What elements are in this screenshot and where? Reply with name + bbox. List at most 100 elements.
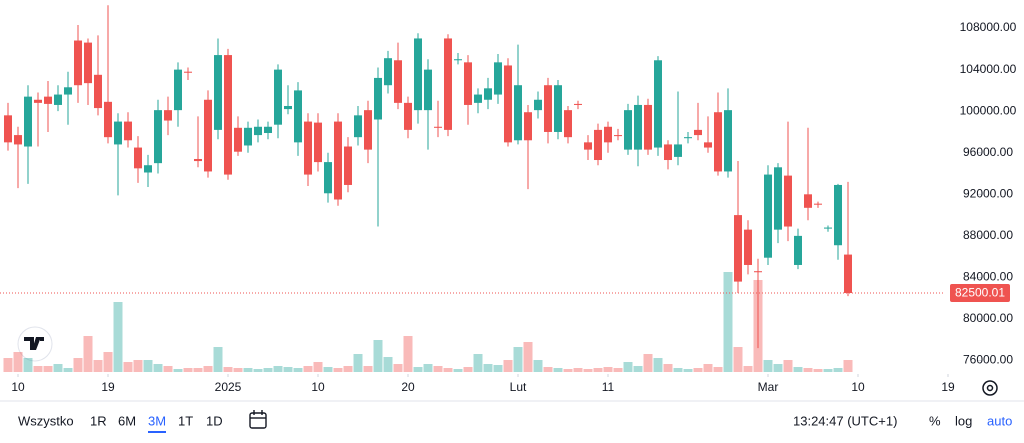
range-button[interactable]: Wszystko <box>18 413 74 428</box>
volume-bar <box>343 366 353 372</box>
volume-bar <box>713 367 723 372</box>
range-button[interactable]: 1D <box>206 413 223 428</box>
volume-bar <box>323 367 333 372</box>
volume-bar <box>593 368 603 372</box>
volume-bar <box>313 362 323 372</box>
volume-bar <box>613 368 623 372</box>
candle-body <box>194 158 202 162</box>
scale-mode-button[interactable]: auto <box>987 413 1012 428</box>
volume-bar <box>133 360 143 372</box>
candle-body <box>614 135 622 137</box>
x-tick-label: Lut <box>510 380 527 394</box>
volume-bar <box>563 369 573 372</box>
volume-bar <box>333 368 343 372</box>
volume-bar <box>43 366 53 372</box>
candle-body <box>424 69 432 111</box>
candle-body <box>664 144 672 161</box>
candle-body <box>344 146 352 185</box>
candle-body <box>314 122 322 163</box>
candle-body <box>414 38 422 111</box>
candle-body <box>64 87 72 95</box>
volume-bar <box>633 366 643 372</box>
volume-bar <box>103 352 113 372</box>
candle-body <box>254 126 262 136</box>
volume-bar <box>773 364 783 372</box>
volume-bar <box>113 302 123 372</box>
settings-icon[interactable] <box>982 380 998 396</box>
x-tick-label: 11 <box>602 380 615 394</box>
candle-body <box>644 104 652 150</box>
x-tick-label: 2025 <box>215 380 242 394</box>
y-tick-label: 100000.00 <box>960 103 1017 117</box>
volume-bar <box>533 360 543 372</box>
candle-body <box>294 90 302 143</box>
y-tick-label: 80000.00 <box>963 311 1013 325</box>
x-tick-label: 10 <box>851 380 865 394</box>
range-button[interactable]: 1R <box>90 413 107 428</box>
candle-body <box>134 147 142 169</box>
volume-bar <box>123 362 133 372</box>
y-tick-label: 96000.00 <box>963 145 1013 159</box>
candle-body <box>74 40 82 86</box>
volume-bar <box>183 368 193 372</box>
volume-bar <box>263 368 273 372</box>
volume-bar <box>463 367 473 372</box>
candle-body <box>154 110 162 164</box>
candle-body <box>804 194 812 208</box>
volume-bar <box>173 369 183 372</box>
candle-body <box>404 102 412 130</box>
volume-bar <box>203 366 213 372</box>
volume-bar <box>843 360 853 372</box>
volume-bar <box>273 366 283 372</box>
candle-body <box>34 99 42 103</box>
volume-bar <box>783 360 793 372</box>
volume-bar <box>483 364 493 372</box>
volume-bar <box>513 347 523 372</box>
volume-bar <box>523 342 533 372</box>
candle-body <box>554 85 562 132</box>
volume-bar <box>663 364 673 372</box>
candle-body <box>364 110 372 150</box>
volume-bar <box>833 368 843 372</box>
candle-body <box>44 96 52 104</box>
candle-body <box>144 165 152 173</box>
calendar-icon[interactable] <box>249 410 267 429</box>
volume-bar <box>13 352 23 372</box>
volume-bar <box>233 368 243 372</box>
candle-body <box>184 71 192 73</box>
candle-body <box>714 112 722 172</box>
volume-bar <box>723 272 733 372</box>
volume-bar <box>653 358 663 372</box>
candle-body <box>784 175 792 227</box>
x-tick-label: Mar <box>758 380 779 394</box>
volume-bar <box>643 354 653 372</box>
candle-body <box>164 110 172 121</box>
candle-body <box>244 127 252 146</box>
candle-body <box>124 121 132 141</box>
range-button[interactable]: 1T <box>178 413 193 428</box>
candle-body <box>704 142 712 148</box>
volume-bar <box>383 357 393 372</box>
candle-body <box>574 103 582 105</box>
last-price-label: 82500.01 <box>955 286 1005 300</box>
volume-bar <box>473 354 483 372</box>
volume-bar <box>493 365 503 372</box>
range-button[interactable]: 6M <box>118 413 136 428</box>
volume-bar <box>443 368 453 372</box>
scale-mode-button[interactable]: log <box>955 413 972 428</box>
candle-body <box>654 60 662 148</box>
volume-bar <box>403 336 413 372</box>
y-tick-label: 108000.00 <box>960 20 1017 34</box>
volume-bar <box>423 364 433 372</box>
candle-body <box>674 144 682 157</box>
candle-body <box>724 110 732 172</box>
range-button[interactable]: 3M <box>148 413 166 428</box>
scale-mode-button[interactable]: % <box>929 413 941 428</box>
candle-body <box>754 271 762 273</box>
volume-bar <box>63 368 73 372</box>
y-tick-label: 88000.00 <box>963 228 1013 242</box>
volume-bar <box>673 368 683 372</box>
candle-body <box>774 167 782 230</box>
candle-body <box>274 69 282 125</box>
